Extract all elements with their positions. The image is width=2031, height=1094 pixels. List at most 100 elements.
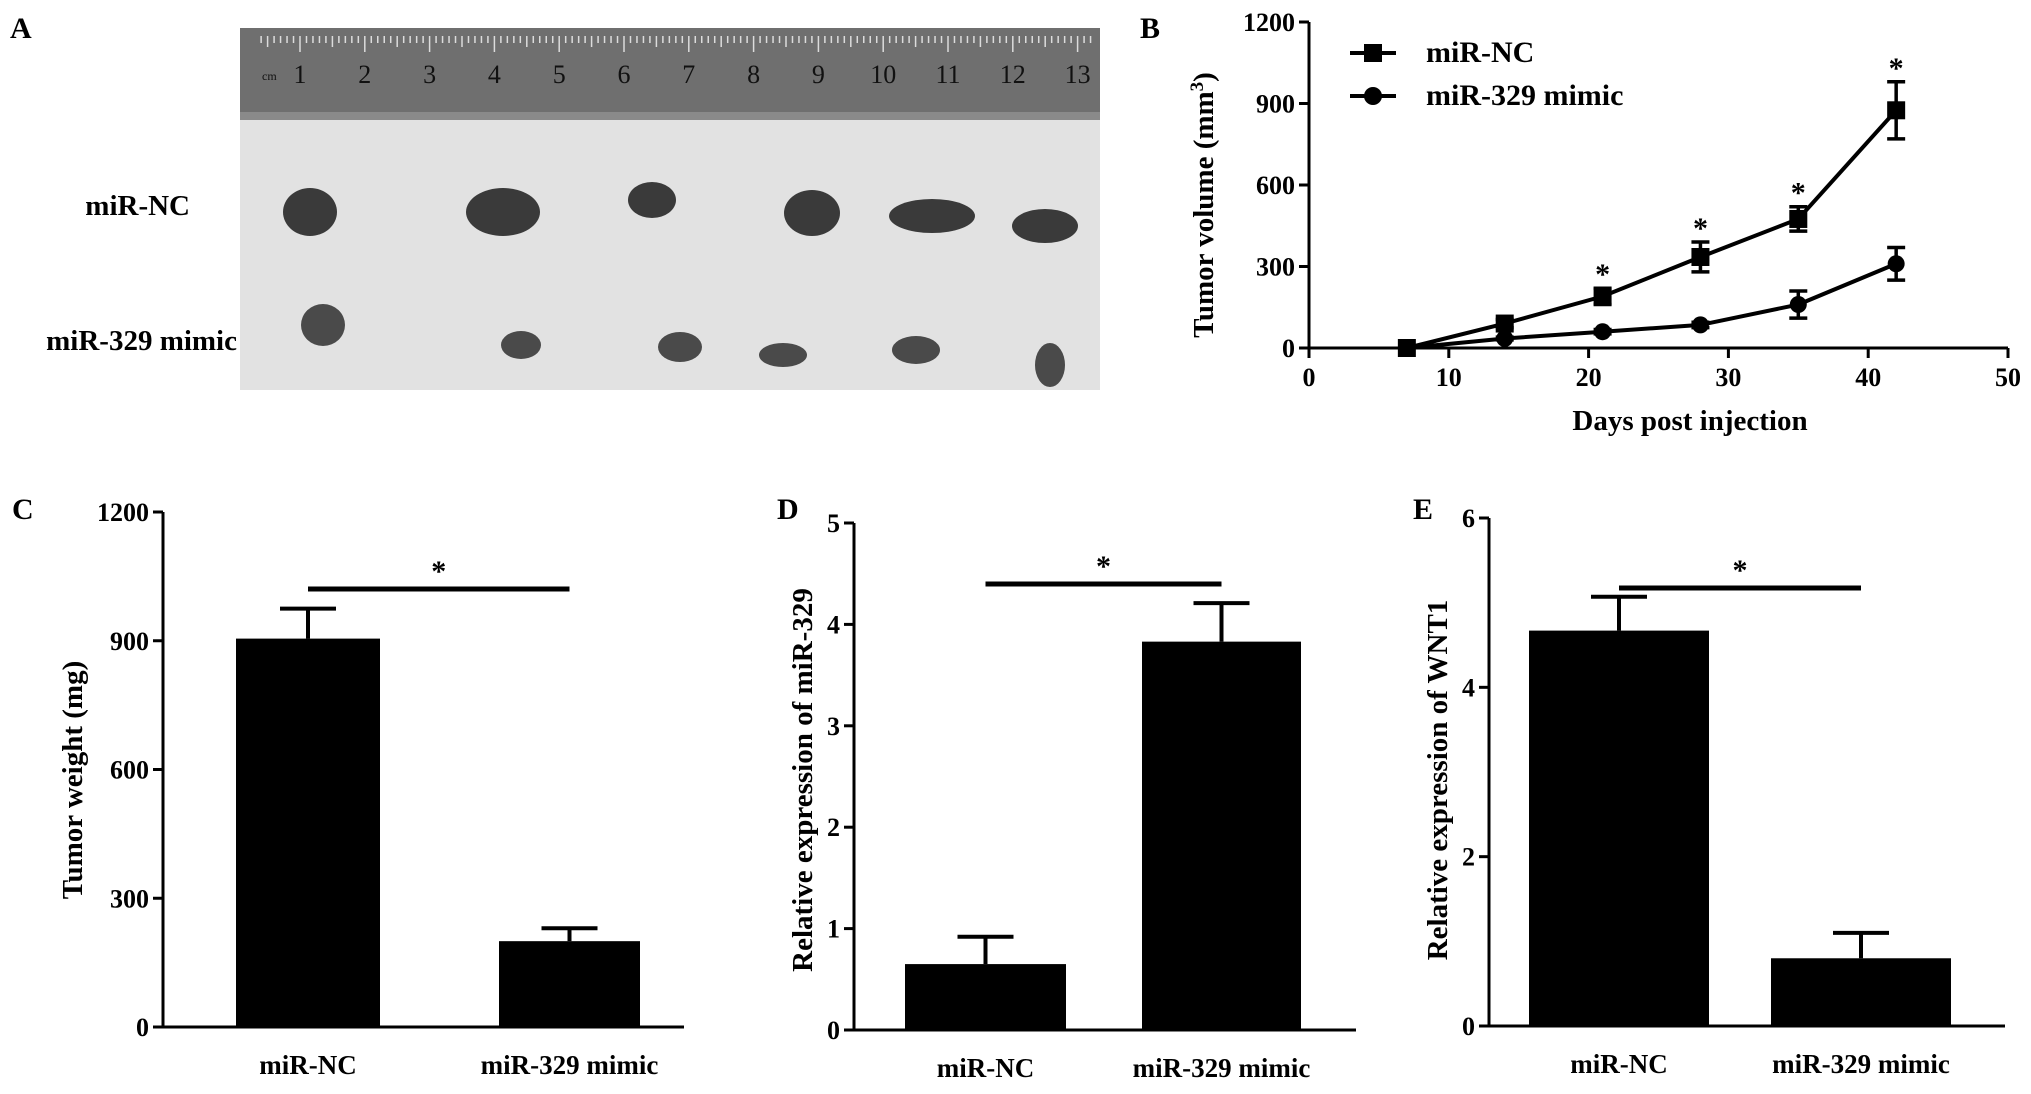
ruler-number: 2: [358, 60, 371, 89]
b-legend-circle-marker: [1364, 87, 1382, 105]
b-significance-star: *: [1889, 52, 1904, 85]
b-x-tick-label: 0: [1303, 363, 1316, 392]
c-y-tick-label: 1200: [97, 498, 149, 527]
b-significance-star: *: [1791, 177, 1806, 210]
d-bar-mir-nc: [905, 964, 1066, 1030]
d-x-category-label: miR-329 mimic: [1133, 1053, 1311, 1083]
c-y-tick-label: 900: [110, 627, 149, 656]
tumor-329-1: [301, 304, 345, 346]
ruler-number: 11: [935, 60, 960, 89]
b-y-tick-label: 900: [1256, 90, 1295, 119]
b-legend-label-mir-nc: miR-NC: [1426, 36, 1534, 69]
d-significance-star: *: [1096, 550, 1111, 583]
b-x-tick-label: 50: [1995, 363, 2021, 392]
b-x-tick-label: 40: [1855, 363, 1881, 392]
ruler-number: 8: [747, 60, 760, 89]
panel-b: B Tumor volume (mm3) Days post injection…: [1140, 8, 2021, 437]
b-point-mir-329: [1594, 323, 1612, 341]
d-x-category-label: miR-NC: [937, 1053, 1034, 1083]
tumor-329-3: [658, 332, 702, 362]
b-x-tick-label: 10: [1436, 363, 1462, 392]
c-x-category-label: miR-329 mimic: [481, 1050, 659, 1080]
b-significance-star: *: [1595, 258, 1610, 291]
e-y-tick-label: 2: [1462, 843, 1475, 872]
b-legend-item-mir-329: miR-329 mimic: [1350, 79, 1623, 112]
ruler-number: 10: [870, 60, 896, 89]
panel-e: E Relative expression of WNT1 0 2 4 6 miR-NC…: [1413, 493, 2005, 1079]
c-significance-star: *: [431, 555, 446, 588]
ruler-number: 6: [618, 60, 631, 89]
panel-c: C Tumor weight (mg) 0 300 600 900 1200 miR-NC…: [12, 493, 684, 1080]
b-legend-label-mir-329: miR-329 mimic: [1426, 79, 1623, 112]
tumor-photo: cm 1 2 3 4 5 6 7 8 9 10 11 12 13: [240, 28, 1100, 390]
tumor-nc-1: [283, 188, 337, 236]
b-y-tick-label: 600: [1256, 171, 1295, 200]
e-x-category-label: miR-329 mimic: [1772, 1049, 1950, 1079]
row-label-mir-nc: miR-NC: [85, 190, 190, 222]
b-significance-star: *: [1693, 212, 1708, 245]
e-bar-mir-nc: [1529, 630, 1709, 1026]
b-legend: miR-NC miR-329 mimic: [1350, 36, 1623, 112]
tumor-nc-3: [628, 182, 676, 218]
tumor-nc-5: [889, 199, 975, 233]
tumors-mir-nc: [283, 182, 1078, 243]
panel-letter-c: C: [12, 493, 34, 526]
b-point-mir-nc: [1789, 209, 1808, 228]
d-y-tick-label: 5: [827, 509, 840, 538]
b-point-mir-329: [1398, 339, 1416, 357]
tumor-nc-6: [1012, 209, 1078, 243]
ruler-edge: [240, 112, 1100, 120]
panel-d: D Relative expression of miR-329 0 1 2 3 4 5 m…: [777, 493, 1356, 1083]
b-point-mir-nc: [1495, 314, 1514, 333]
panel-letter-a: A: [10, 12, 32, 45]
ruler-number: 7: [682, 60, 695, 89]
b-legend-item-mir-nc: miR-NC: [1350, 36, 1534, 69]
tumor-329-5: [892, 336, 940, 364]
d-y-axis-label: Relative expression of miR-329: [787, 588, 819, 972]
e-x-category-label: miR-NC: [1570, 1049, 1667, 1079]
c-bar-mir-329: [499, 941, 640, 1027]
ruler-number: 13: [1065, 60, 1091, 89]
ruler-number: 9: [812, 60, 825, 89]
b-x-tick-label: 20: [1576, 363, 1602, 392]
tumor-nc-2: [466, 188, 540, 236]
panel-a: A cm 1 2 3 4 5 6 7 8 9 10 11 12 13: [10, 12, 1100, 390]
b-point-mir-329: [1887, 255, 1905, 273]
d-y-tick-label: 2: [827, 813, 840, 842]
row-label-mir-329: miR-329 mimic: [46, 325, 237, 357]
c-y-tick-label: 300: [110, 884, 149, 913]
b-point-mir-329: [1496, 329, 1514, 347]
d-y-tick-label: 0: [827, 1016, 840, 1045]
d-bar-mir-329: [1142, 641, 1301, 1030]
c-y-tick-label: 600: [110, 756, 149, 785]
ruler-number: 5: [553, 60, 566, 89]
b-x-tick-label: 30: [1715, 363, 1741, 392]
ruler-numbers: 1 2 3 4 5 6 7 8 9 10 11 12 13: [294, 60, 1091, 89]
e-y-tick-label: 4: [1462, 673, 1475, 702]
e-bar-mir-329: [1771, 958, 1951, 1026]
tumor-329-4: [759, 343, 807, 367]
ruler-number: 1: [294, 60, 307, 89]
b-point-mir-nc: [1593, 287, 1612, 306]
b-legend-square-marker: [1364, 44, 1382, 62]
b-point-mir-329: [1691, 316, 1709, 334]
ruler-unit: cm: [262, 69, 277, 83]
e-y-tick-label: 6: [1462, 504, 1475, 533]
tumor-nc-4: [784, 190, 840, 236]
panel-letter-b: B: [1140, 12, 1160, 45]
e-y-tick-label: 0: [1462, 1012, 1475, 1041]
d-y-tick-label: 4: [827, 610, 840, 639]
b-series-line-mir-329: [1406, 261, 1897, 350]
ruler-number: 12: [1000, 60, 1026, 89]
tumor-329-6: [1035, 343, 1065, 387]
d-y-tick-label: 1: [827, 915, 840, 944]
c-y-tick-label: 0: [136, 1013, 149, 1042]
ruler-number: 4: [488, 60, 501, 89]
b-y-tick-label: 1200: [1243, 8, 1295, 37]
panel-letter-e: E: [1413, 493, 1433, 526]
e-significance-star: *: [1733, 554, 1748, 587]
panel-letter-d: D: [777, 493, 799, 526]
c-y-axis-label: Tumor weight (mg): [57, 661, 89, 899]
tumor-329-2: [501, 331, 541, 359]
